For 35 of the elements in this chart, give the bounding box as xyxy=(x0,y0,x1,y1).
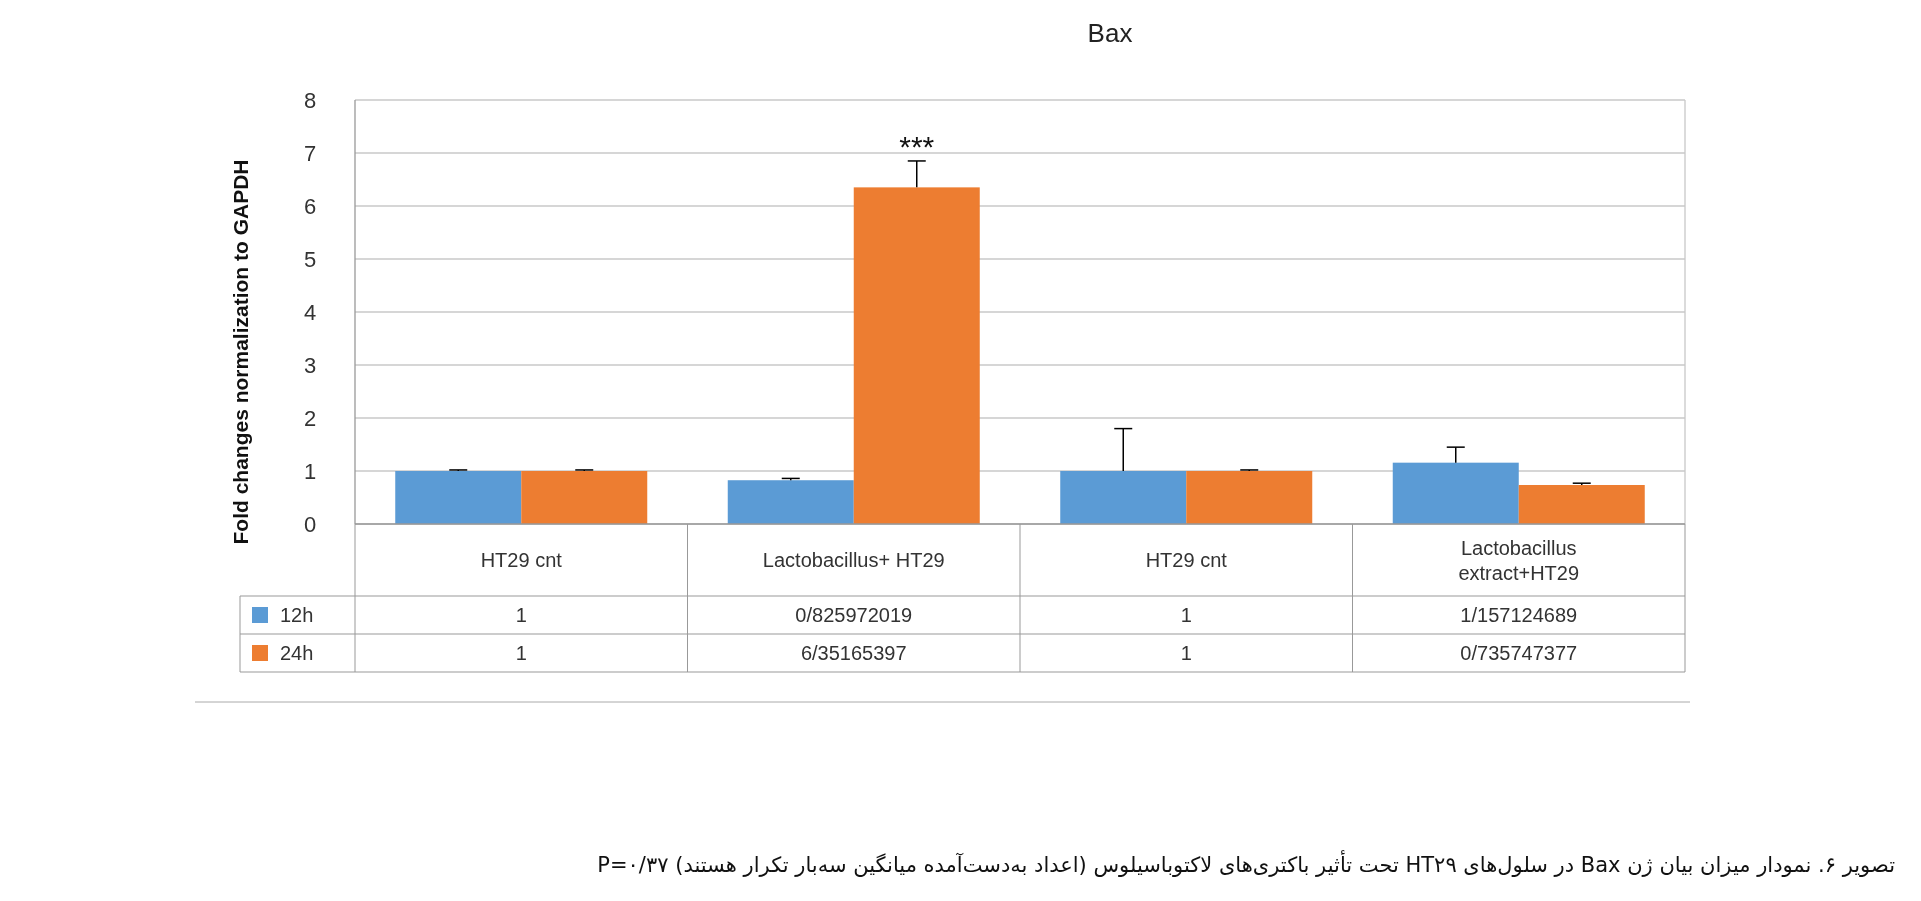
y-tick-label: 6 xyxy=(303,194,317,219)
bar xyxy=(1392,462,1519,524)
bar xyxy=(727,480,854,524)
data-label: 0/735747377 xyxy=(1460,642,1578,664)
x-tick-label: HT29 cnt xyxy=(480,549,563,571)
bar xyxy=(1518,485,1645,524)
data-label: 6/35165397 xyxy=(800,642,907,664)
bar xyxy=(1186,471,1313,524)
legend-label: 24h xyxy=(280,642,314,664)
data-label: 1 xyxy=(1180,604,1192,626)
data-label: 1 xyxy=(515,642,527,664)
chart-title: Bax xyxy=(1087,18,1133,48)
x-tick-label: Lactobacillus extract+HT29 xyxy=(1458,537,1580,584)
y-tick-label: 7 xyxy=(303,141,317,166)
y-tick-label: 3 xyxy=(303,353,317,378)
text: تصویر ۶. نمودار میزان بیان ژن Bax در سلول‌های HT۲۹ تحت تأثیر باکتری‌های لاکتوباسیلوس (اعداد به‌دست‌آمده میانگین سه‌بار تکرار هستند) P=۰/۳۷ xyxy=(597,850,1896,877)
bar xyxy=(1060,471,1187,524)
data-label: 1 xyxy=(515,604,527,626)
annotation: *** xyxy=(899,129,935,163)
y-tick-label: 0 xyxy=(303,512,317,537)
y-tick-label: 2 xyxy=(303,406,317,431)
y-tick-label: 8 xyxy=(303,88,317,113)
y-tick-label: 1 xyxy=(303,459,317,484)
legend-label: 12h xyxy=(280,604,314,626)
y-axis-title: Fold changes normalization to GAPDH xyxy=(229,159,252,545)
bar xyxy=(521,471,648,524)
bar xyxy=(853,187,980,524)
data-label: 1/157124689 xyxy=(1460,604,1578,626)
data-label: 0/825972019 xyxy=(795,604,913,626)
data-label: 1 xyxy=(1180,642,1192,664)
y-tick-label: 4 xyxy=(303,300,317,325)
x-tick-label: Lactobacillus+ HT29 xyxy=(762,549,945,571)
x-tick-label: HT29 cnt xyxy=(1145,549,1228,571)
bar xyxy=(395,471,522,524)
y-tick-label: 5 xyxy=(303,247,317,272)
